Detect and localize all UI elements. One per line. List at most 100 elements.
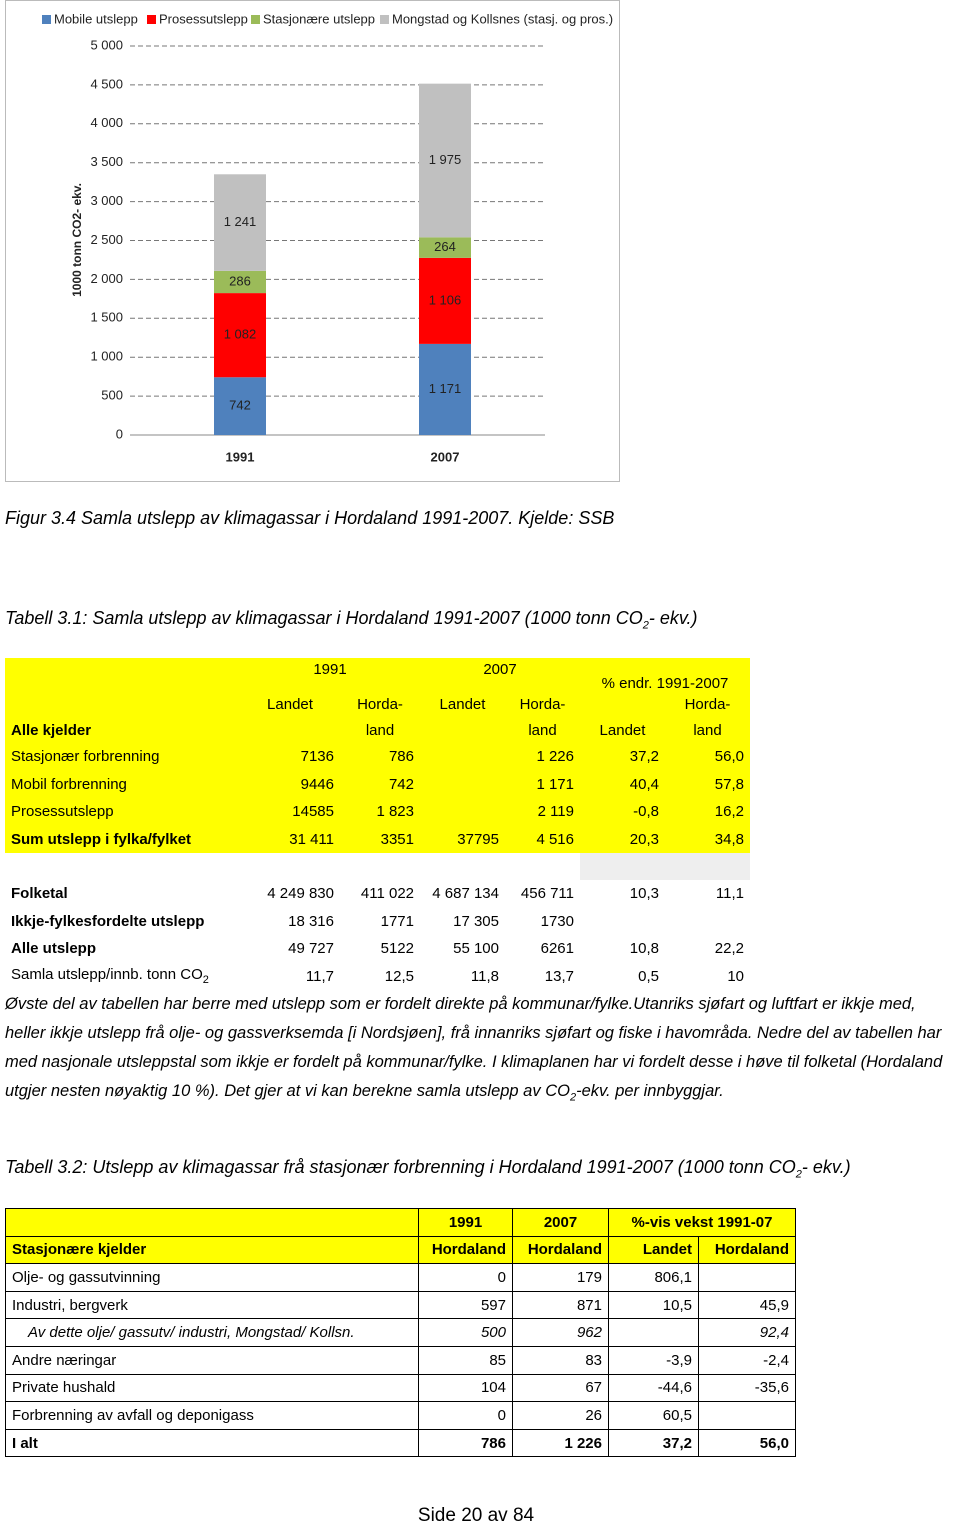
header-cell: Horda- xyxy=(665,692,750,717)
cell: -0,8 xyxy=(580,798,665,826)
cell: 1 171 xyxy=(505,770,580,798)
x-tick-label: 2007 xyxy=(431,449,460,464)
cell xyxy=(340,853,420,880)
cell xyxy=(420,743,505,771)
bar-segment xyxy=(419,83,471,238)
header-cell: Landet xyxy=(580,717,665,743)
table-row: Stasjonær forbrenning 7136 786 1 226 37,2 56,… xyxy=(5,743,750,771)
cell: 6261 xyxy=(540,940,574,958)
header-cell: 2007 xyxy=(420,658,580,692)
y-tick-label: 1 500 xyxy=(90,310,123,325)
cell: 0 xyxy=(418,1263,513,1292)
row-label: Folketal xyxy=(5,880,240,908)
header-cell: Horda- xyxy=(505,692,580,717)
label-text: Mobil forbrenning xyxy=(11,775,127,793)
cell xyxy=(580,853,665,880)
y-tick-label: 4 500 xyxy=(90,76,123,91)
label-text: Stasjonær forbrenning xyxy=(11,748,160,766)
cell xyxy=(608,1318,699,1347)
subscript: 2 xyxy=(795,1168,802,1181)
cell: 786 xyxy=(418,1428,513,1458)
y-tick-label: 500 xyxy=(101,388,123,403)
cell: 2 119 xyxy=(505,798,580,826)
cell: 34,8 xyxy=(665,825,750,853)
bar-segment xyxy=(419,343,471,435)
paragraph: Øvste del av tabellen har berre med utsl… xyxy=(5,990,960,1112)
cell: 3351 xyxy=(340,825,420,853)
row-label: Industri, bergverk xyxy=(5,1290,419,1320)
cell: 67 xyxy=(512,1373,609,1403)
table-row: Olje- og gassutvinning 0 179 806,1 xyxy=(5,1263,796,1292)
cell: 92,4 xyxy=(698,1318,796,1347)
row-label: Samla utslepp/innb. tonn CO2 xyxy=(5,963,240,991)
cell: 104 xyxy=(418,1373,513,1403)
data-label: 286 xyxy=(229,273,251,288)
y-tick-label: 1 000 xyxy=(90,349,123,364)
row-label: I alt xyxy=(5,1428,419,1458)
bar-segment xyxy=(214,293,266,378)
cell: -35,6 xyxy=(698,1373,796,1403)
cell: 10,3 xyxy=(629,885,659,903)
header-cell: Hordaland xyxy=(512,1235,609,1265)
cell: 962 xyxy=(512,1318,609,1347)
y-tick-label: 2 000 xyxy=(90,271,123,286)
table-row: Industri, bergverk 597 871 10,5 45,9 xyxy=(5,1290,796,1320)
header-cell: 1991 xyxy=(418,1208,513,1237)
cell: 11,7 xyxy=(305,967,334,985)
cell: 4 687 134 xyxy=(432,885,499,903)
cell: 179 xyxy=(512,1263,609,1292)
legend-swatch xyxy=(42,15,51,24)
row-label: Alle utslepp xyxy=(5,935,240,963)
table-row: Mobil forbrenning 9446 742 1 171 40,4 57,8 xyxy=(5,770,750,798)
bar-segment xyxy=(214,270,266,294)
legend-swatch xyxy=(380,15,389,24)
subscript: 2 xyxy=(642,619,649,632)
cell: 1771 xyxy=(380,912,414,930)
cell: 786 xyxy=(340,743,420,771)
header-cell: Landet xyxy=(608,1235,699,1265)
header-cell: Alle kjelder xyxy=(5,717,240,743)
caption-text: Tabell 3.2: Utslepp av klimagassar frå s… xyxy=(5,1157,796,1177)
data-label: 264 xyxy=(434,239,456,254)
cell: 60,5 xyxy=(608,1401,699,1430)
table-row: Samla utslepp/innb. tonn CO2 11,7 12,5 11,8… xyxy=(5,963,750,991)
row-label: Andre næringar xyxy=(5,1345,419,1375)
cell: 742 xyxy=(340,770,420,798)
table-row: Alle utslepp 49 727 5122 55 100 6261 10,8 22,2 xyxy=(5,935,750,963)
spacer-row xyxy=(5,853,750,880)
data-label: 742 xyxy=(229,398,251,413)
cell: 11,1 xyxy=(715,885,744,903)
cell: 0,5 xyxy=(638,967,659,985)
label-text: Folketal xyxy=(11,885,68,903)
cell: 26 xyxy=(512,1401,609,1430)
row-label: Av dette olje/ gassutv/ industri, Mongst… xyxy=(5,1318,419,1347)
cell: 11,8 xyxy=(470,967,499,985)
header-cell: land xyxy=(505,717,580,743)
bar-segment xyxy=(419,237,471,258)
cell xyxy=(420,853,505,880)
y-tick-label: 2 500 xyxy=(90,232,123,247)
cell: 456 711 xyxy=(520,885,574,903)
label-text: Sum utslepp i fylka/fylket xyxy=(11,830,192,848)
y-tick-label: 4 000 xyxy=(90,115,123,130)
cell xyxy=(665,853,750,880)
row-label: Ikkje-fylkesfordelte utslepp xyxy=(5,908,240,936)
cell: 7136 xyxy=(240,743,340,771)
cell: 85 xyxy=(418,1345,513,1375)
cell xyxy=(580,908,665,936)
y-tick-label: 3 500 xyxy=(90,154,123,169)
label-text: Prosessutslepp xyxy=(11,803,114,821)
bar-segment xyxy=(214,377,266,435)
cell: 22,2 xyxy=(714,940,744,958)
label-text: Alle utslepp xyxy=(11,940,97,958)
legend-swatch xyxy=(251,15,260,24)
cell: 1 823 xyxy=(340,798,420,826)
header-cell: Stasjonære kjelder xyxy=(5,1235,419,1265)
cell: 10,8 xyxy=(629,940,659,958)
cell: 871 xyxy=(512,1290,609,1320)
cell: 12,5 xyxy=(384,967,414,985)
data-label: 1 082 xyxy=(224,327,257,342)
header-cell: 1991 xyxy=(240,658,420,692)
row-label: Prosessutslepp xyxy=(5,798,240,826)
cell: -44,6 xyxy=(608,1373,699,1403)
